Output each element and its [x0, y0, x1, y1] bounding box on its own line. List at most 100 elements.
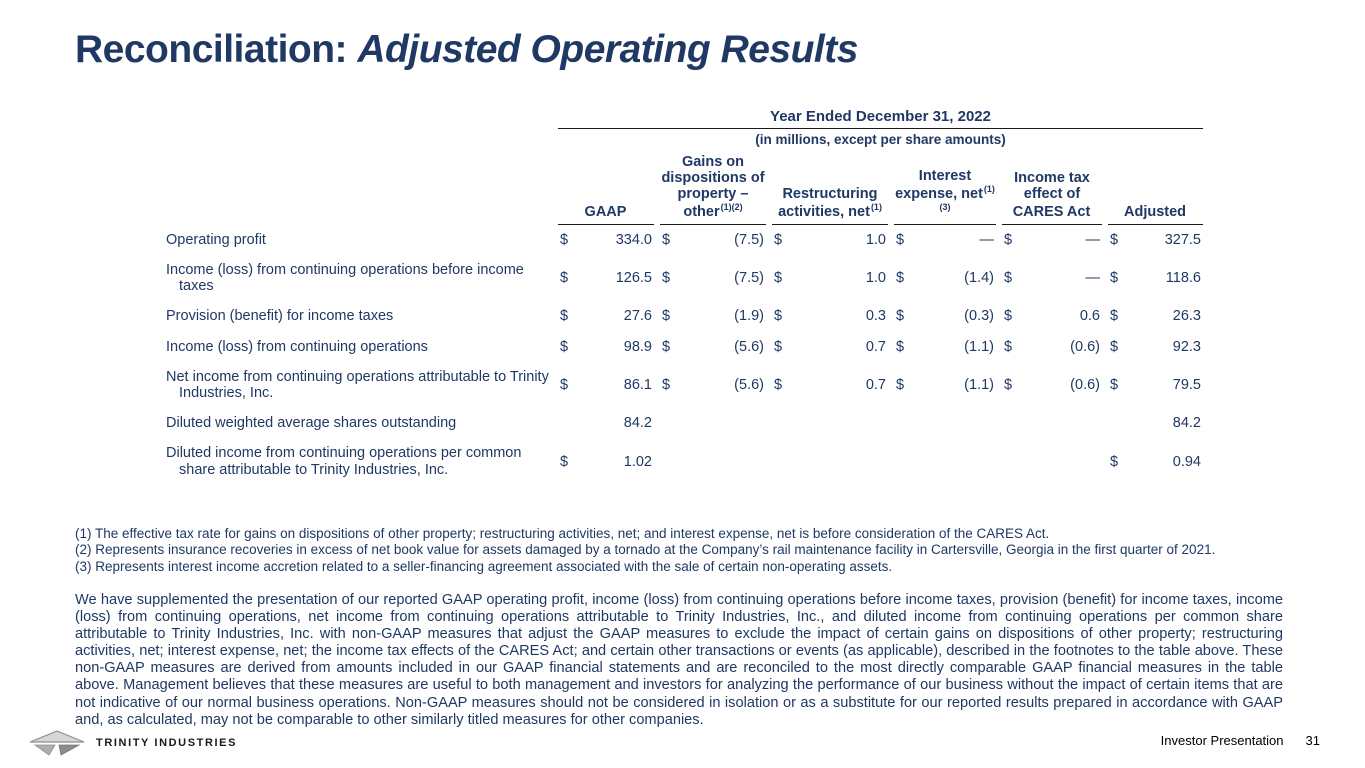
table-cell — [894, 438, 996, 484]
footnote-ref: (1) — [870, 201, 882, 212]
footnotes: (1) The effective tax rate for gains on … — [75, 526, 1287, 575]
cell-value: 79.5 — [1172, 376, 1201, 393]
cell-value: (1.9) — [734, 308, 764, 325]
cell-value: — — [979, 231, 995, 248]
page-title-prefix: Reconciliation: — [75, 28, 358, 71]
non-gaap-disclosure-paragraph: We have supplemented the presentation of… — [75, 592, 1283, 728]
footnote-3: (3) Represents interest income accretion… — [75, 558, 893, 574]
table-cell: $ (0.3) — [894, 301, 996, 331]
cell-value: (0.6) — [1070, 376, 1100, 393]
cell-value: (5.6) — [734, 338, 764, 355]
table-cell: $0.3 — [772, 301, 888, 331]
dollar-sign: $ — [896, 376, 905, 393]
table-cell: $126.5 — [558, 255, 654, 301]
table-cell: $ (5.6) — [660, 362, 766, 408]
dollar-sign: $ — [774, 308, 783, 325]
company-logo-text: TRINITY INDUSTRIES — [96, 737, 238, 749]
cell-value: 27.6 — [623, 308, 652, 325]
table-cell: $0.7 — [772, 332, 888, 362]
page-number: 31 — [1305, 733, 1320, 748]
table-body: Operating profit $334.0 $ (7.5) $1.0 $ — $… — [166, 225, 1203, 485]
table-cell: $ (0.6) — [1002, 362, 1102, 408]
cell-value: 86.1 — [623, 376, 652, 393]
cell-value: (1.1) — [964, 376, 994, 393]
cell-value: (1.1) — [964, 338, 994, 355]
cell-value: 84.2 — [623, 415, 652, 432]
cell-value: 327.5 — [1164, 231, 1201, 248]
table-row: Diluted income from continuing operation… — [166, 438, 1203, 484]
dollar-sign: $ — [1004, 308, 1013, 325]
footnote-2: (2) Represents insurance recoveries in e… — [75, 542, 1216, 558]
table-cell: $118.6 — [1108, 255, 1203, 301]
cell-value: 1.0 — [865, 231, 886, 248]
row-label: Diluted weighted average shares outstand… — [166, 415, 457, 432]
dollar-sign: $ — [774, 231, 783, 248]
dollar-sign: $ — [1110, 376, 1119, 393]
dollar-sign: $ — [560, 453, 569, 470]
column-header-income-tax-cares: Income tax effect of CARES Act — [1002, 155, 1102, 225]
footnote-1: (1) The effective tax rate for gains on … — [75, 526, 1050, 541]
table-cell: $0.94 — [1108, 438, 1203, 484]
cell-value: 334.0 — [615, 231, 652, 248]
dollar-sign: $ — [662, 231, 671, 248]
cell-value: — — [1085, 270, 1101, 287]
cell-value: 0.94 — [1172, 453, 1201, 470]
row-label: Income (loss) from continuing operations… — [166, 261, 524, 295]
dollar-sign: $ — [774, 376, 783, 393]
row-label: Operating profit — [166, 231, 266, 248]
cell-value: 118.6 — [1165, 270, 1201, 287]
period-header: Year Ended December 31, 2022 — [558, 106, 1203, 129]
table-row: Income (loss) from continuing operations… — [166, 255, 1203, 301]
table-cell: $92.3 — [1108, 332, 1203, 362]
dollar-sign: $ — [896, 338, 905, 355]
table-cell — [660, 438, 766, 484]
table-cell: $ (1.9) — [660, 301, 766, 331]
dollar-sign: $ — [1110, 270, 1119, 287]
dollar-sign: $ — [1110, 308, 1119, 325]
cell-value: (7.5) — [734, 231, 764, 248]
column-header-gaap: GAAP — [558, 155, 654, 225]
dollar-sign: $ — [774, 270, 783, 287]
table-cell: $27.6 — [558, 301, 654, 331]
table-row: Operating profit $334.0 $ (7.5) $1.0 $ — $… — [166, 225, 1203, 255]
table-cell: $0.6 — [1002, 301, 1102, 331]
table-cell: $ (0.6) — [1002, 332, 1102, 362]
cell-value: (0.6) — [1070, 338, 1100, 355]
table-cell: $ (1.4) — [894, 255, 996, 301]
cell-value: 26.3 — [1172, 308, 1201, 325]
table-cell: $ — — [894, 225, 996, 255]
table-row: Net income from continuing operations at… — [166, 362, 1203, 408]
table-cell: $ — — [1002, 225, 1102, 255]
column-header-gains-dispositions: Gains on dispositions of property – othe… — [660, 154, 766, 225]
row-label: Diluted income from continuing operation… — [166, 445, 522, 478]
cell-value: 0.7 — [865, 338, 886, 355]
table-cell: $334.0 — [558, 225, 654, 255]
cell-value: (7.5) — [734, 270, 764, 287]
dollar-sign: $ — [1004, 231, 1013, 248]
table-cell: $1.02 — [558, 438, 654, 484]
column-header-interest-expense: Interest expense, net(1)(3) — [894, 155, 996, 225]
table-cell: $98.9 — [558, 332, 654, 362]
table-cell: $1.0 — [772, 225, 888, 255]
page-title: Reconciliation: Adjusted Operating Resul… — [75, 28, 858, 72]
cell-value: 1.0 — [865, 270, 886, 287]
table-cell: $ (1.1) — [894, 362, 996, 408]
dollar-sign: $ — [662, 376, 671, 393]
footnote-ref: (1)(2) — [720, 201, 743, 212]
dollar-sign: $ — [662, 270, 671, 287]
column-header-adjusted: Adjusted — [1108, 155, 1203, 225]
footer-page-info: Investor Presentation 31 — [1161, 733, 1320, 748]
table-cell: $79.5 — [1108, 362, 1203, 408]
presentation-label: Investor Presentation — [1160, 733, 1284, 748]
table-cell: $ (5.6) — [660, 332, 766, 362]
dollar-sign: $ — [560, 338, 569, 355]
company-logo: TRINITY INDUSTRIES — [28, 730, 237, 756]
dollar-sign: $ — [662, 338, 671, 355]
table-cell — [894, 408, 996, 438]
cell-value: — — [1085, 231, 1101, 248]
dollar-sign: $ — [1004, 338, 1013, 355]
row-label: Net income from continuing operations at… — [166, 368, 549, 401]
cell-value: (5.6) — [734, 376, 764, 393]
table-cell — [1002, 408, 1102, 438]
dollar-sign: $ — [1004, 270, 1013, 287]
